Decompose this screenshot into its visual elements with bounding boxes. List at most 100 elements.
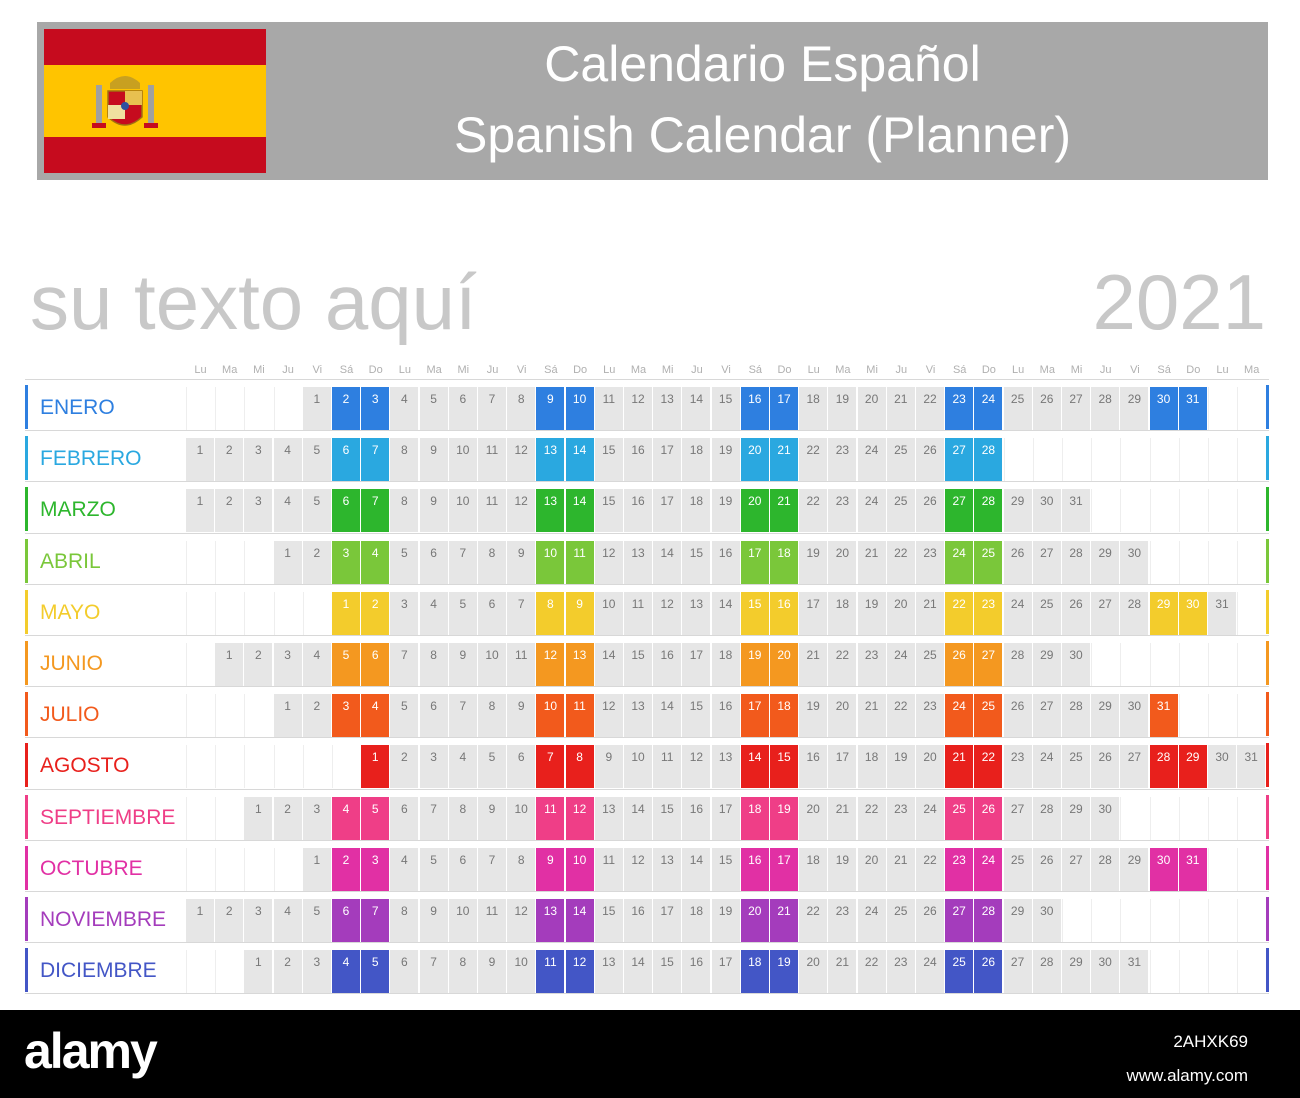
day-cell: 6 — [419, 694, 448, 738]
day-cell: 23 — [828, 899, 857, 942]
day-cell: 15 — [653, 950, 682, 994]
month-color-bar — [1266, 641, 1269, 685]
day-header: Do — [368, 364, 383, 376]
day-cell: 10 — [478, 643, 506, 686]
day-cell: 6 — [507, 745, 536, 789]
subtitle-placeholder: su texto aquí — [30, 258, 477, 346]
day-cell: 25 — [886, 438, 915, 482]
month-color-bar — [1266, 436, 1269, 481]
month-color-bar — [1266, 589, 1269, 634]
day-cell: 16 — [624, 438, 652, 482]
day-cell: 4 — [273, 438, 302, 482]
day-cell: 19 — [828, 387, 857, 430]
day-cell: 12 — [624, 847, 652, 891]
day-cell: 27 — [1032, 694, 1061, 738]
day-cell: 9 — [507, 540, 536, 584]
month-color-bar — [25, 948, 28, 993]
day-cell: 25 — [916, 643, 944, 686]
day-cell: 5 — [448, 591, 477, 635]
day-cell: 20 — [740, 899, 769, 942]
day-cell: 17 — [828, 745, 857, 789]
day-cell: 27 — [1003, 796, 1032, 840]
day-cell: 14 — [711, 591, 740, 635]
day-cell: 10 — [448, 899, 477, 942]
day-cell: 22 — [857, 796, 886, 840]
day-cell: 27 — [945, 438, 974, 482]
day-cell: 20 — [799, 796, 828, 840]
day-cell — [186, 796, 214, 840]
day-cell: 27 — [974, 643, 1003, 686]
day-cell: 11 — [536, 796, 565, 840]
day-cell: 24 — [916, 950, 944, 994]
day-cell: 29 — [1178, 745, 1207, 789]
day-cell — [1237, 489, 1265, 533]
day-cell: 7 — [507, 591, 536, 635]
day-cell: 25 — [945, 796, 974, 840]
month-color-bar — [25, 487, 28, 532]
day-cell: 22 — [799, 489, 828, 533]
day-header: Do — [777, 364, 792, 376]
day-cell: 22 — [886, 540, 915, 584]
day-cell: 30 — [1062, 643, 1090, 686]
day-cell — [332, 745, 360, 789]
day-cell: 15 — [653, 796, 682, 840]
day-cell: 16 — [653, 643, 682, 686]
day-cell: 4 — [361, 694, 390, 738]
day-cell — [1208, 438, 1236, 482]
day-cell: 15 — [624, 643, 652, 686]
day-cell: 28 — [1032, 950, 1061, 994]
day-cell — [1208, 899, 1236, 942]
day-cell: 10 — [565, 387, 594, 430]
day-cell: 30 — [1149, 387, 1178, 430]
month-color-bar — [25, 897, 28, 941]
day-cell: 5 — [390, 694, 419, 738]
day-cell — [1208, 643, 1236, 686]
day-cell: 28 — [974, 438, 1003, 482]
day-cell — [1237, 847, 1265, 891]
day-cell: 29 — [1032, 643, 1061, 686]
day-header: Ju — [486, 364, 499, 376]
day-cell — [186, 745, 214, 789]
day-cell: 1 — [186, 489, 214, 533]
day-cell — [244, 847, 272, 891]
day-cell — [1237, 694, 1265, 738]
day-cell — [1208, 694, 1236, 738]
day-cell: 28 — [1062, 694, 1090, 738]
day-cell — [244, 540, 272, 584]
day-cell: 8 — [390, 489, 419, 533]
footer-url[interactable]: www.alamy.com — [1126, 1066, 1248, 1085]
day-cell: 4 — [332, 950, 360, 994]
day-cell: 23 — [916, 694, 944, 738]
day-cell: 1 — [302, 847, 331, 891]
day-cell: 25 — [886, 489, 915, 533]
day-cell: 26 — [1003, 694, 1032, 738]
day-cell — [1120, 489, 1148, 533]
day-cell — [1120, 438, 1148, 482]
day-cell: 4 — [361, 540, 390, 584]
day-cell — [1208, 950, 1236, 994]
day-cell: 24 — [857, 489, 886, 533]
month-color-bar — [25, 743, 28, 788]
day-cell: 23 — [886, 796, 915, 840]
day-cell: 8 — [390, 899, 419, 942]
month-color-bar — [25, 538, 28, 583]
day-cell: 18 — [799, 387, 828, 430]
day-cell — [186, 694, 214, 738]
day-cell: 24 — [1003, 591, 1032, 635]
day-cell: 6 — [448, 387, 477, 430]
day-cell — [186, 540, 214, 584]
day-cell: 18 — [711, 643, 740, 686]
day-header: Sá — [952, 364, 967, 376]
day-cell: 11 — [478, 438, 506, 482]
day-cell: 16 — [711, 540, 740, 584]
day-cell: 8 — [448, 796, 477, 840]
day-cell: 13 — [624, 694, 652, 738]
month-color-bar — [25, 641, 28, 685]
day-cell: 31 — [1237, 745, 1266, 789]
day-cell: 15 — [594, 438, 623, 482]
day-cell: 3 — [244, 438, 273, 482]
day-cell: 6 — [448, 847, 477, 891]
month-name: ENERO — [40, 396, 115, 419]
header-banner: Calendario Español Spanish Calendar (Pla… — [37, 22, 1268, 180]
day-cell: 15 — [711, 847, 740, 891]
